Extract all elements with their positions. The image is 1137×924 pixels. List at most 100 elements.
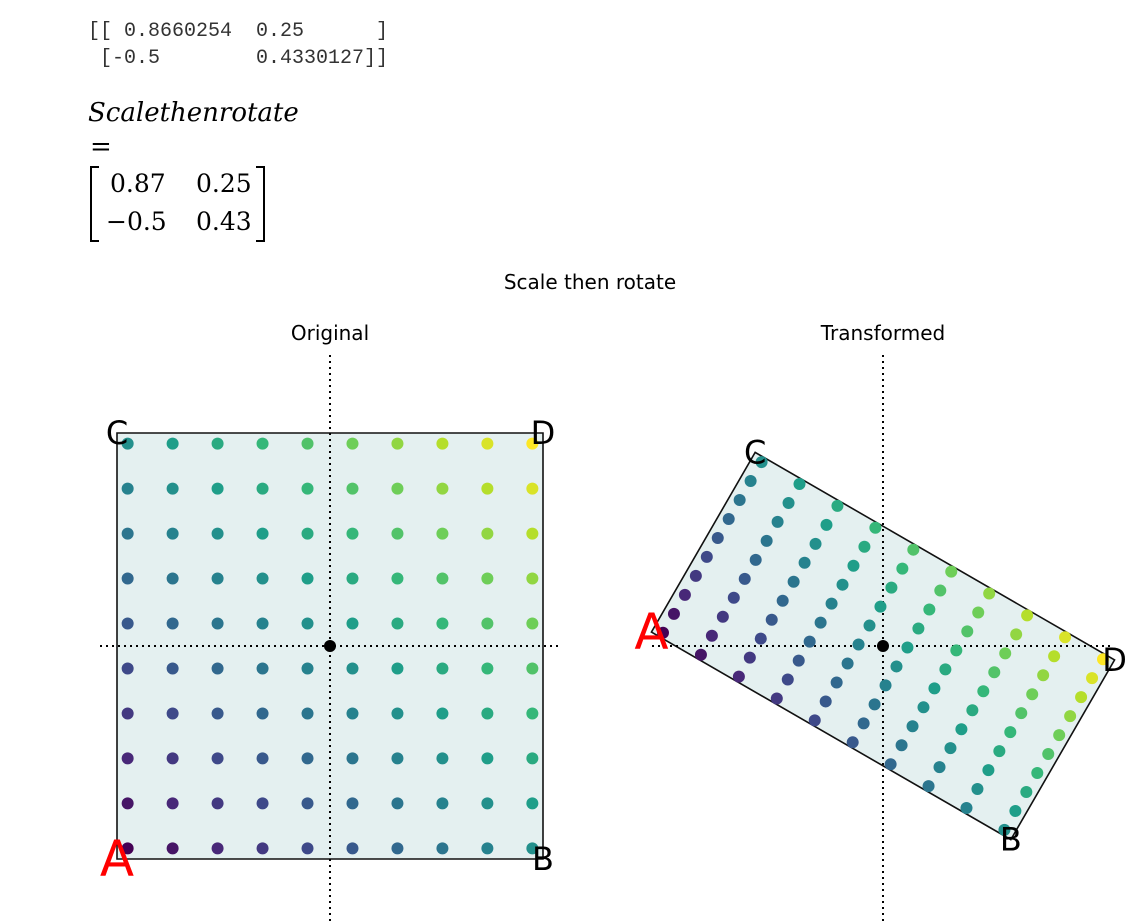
grid-point: [1064, 710, 1077, 723]
transformed-subplot: Transformed A B C D: [634, 321, 1127, 924]
grid-point: [743, 651, 756, 664]
grid-point: [166, 482, 179, 495]
grid-point: [836, 578, 849, 591]
grid-point: [166, 617, 179, 630]
grid-point: [436, 797, 449, 810]
grid-point: [977, 685, 990, 698]
grid-point: [901, 641, 914, 654]
matrix-right-bracket: [256, 166, 265, 242]
grid-point: [1053, 729, 1066, 742]
grid-point: [526, 527, 539, 540]
grid-point: [481, 527, 494, 540]
grid-point: [782, 496, 795, 509]
grid-point: [301, 437, 314, 450]
grid-point: [895, 739, 908, 752]
grid-point: [301, 482, 314, 495]
grid-point: [436, 572, 449, 585]
grid-point: [166, 572, 179, 585]
printed-matrix-output: [[ 0.8660254 0.25 ] [-0.5 0.4330127]]: [88, 18, 388, 72]
grid-point: [971, 783, 984, 796]
grid-point: [166, 437, 179, 450]
grid-point: [884, 758, 897, 771]
grid-point: [830, 676, 843, 689]
subplot-title: Original: [291, 321, 369, 345]
matrix-cell-r1c1: 0.87: [110, 169, 166, 198]
grid-point: [346, 437, 359, 450]
grid-point: [982, 764, 995, 777]
grid-point: [771, 515, 784, 528]
grid-point: [301, 752, 314, 765]
grid-point: [391, 707, 404, 720]
grid-point: [346, 797, 359, 810]
grid-point: [885, 581, 898, 594]
grid-point: [820, 518, 833, 531]
grid-point: [657, 626, 669, 639]
origin-point: [877, 640, 889, 652]
grid-point: [121, 842, 134, 855]
grid-point: [998, 823, 1011, 836]
grid-point: [121, 482, 134, 495]
grid-point: [733, 494, 746, 507]
grid-point: [841, 657, 854, 670]
grid-point: [301, 707, 314, 720]
grid-point: [1004, 726, 1017, 739]
grid-point: [808, 714, 821, 727]
math-title: Scalethenrotate: [88, 98, 299, 128]
matrix-cell-r2c2: 0.43: [196, 207, 252, 236]
grid-point: [256, 617, 269, 630]
grid-point: [346, 707, 359, 720]
grid-point: [436, 527, 449, 540]
original-subplot: Original A B C D: [100, 321, 560, 924]
grid-point: [863, 619, 876, 632]
grid-point: [436, 662, 449, 675]
grid-point: [436, 752, 449, 765]
grid-point: [1021, 609, 1034, 622]
grid-point: [301, 572, 314, 585]
grid-point: [972, 606, 985, 619]
grid-point: [256, 527, 269, 540]
grid-point: [793, 477, 806, 490]
figure-suptitle: Scale then rotate: [504, 270, 676, 294]
grid-point: [1015, 707, 1028, 720]
printed-matrix-row-2: [-0.5 0.4330127]]: [88, 47, 389, 70]
grid-point: [256, 662, 269, 675]
grid-point: [1037, 669, 1050, 682]
grid-point: [716, 610, 729, 623]
corner-label-d: D: [1102, 641, 1127, 679]
grid-point: [945, 565, 958, 578]
grid-point: [436, 707, 449, 720]
grid-point: [166, 662, 179, 675]
grid-point: [792, 654, 805, 667]
grid-point: [526, 842, 539, 855]
grid-point: [481, 482, 494, 495]
grid-point: [256, 707, 269, 720]
grid-point: [526, 752, 539, 765]
grid-point: [346, 572, 359, 585]
grid-point: [1059, 631, 1072, 644]
corner-label-d: D: [531, 414, 556, 452]
grid-point: [928, 682, 941, 695]
grid-point: [770, 692, 783, 705]
grid-point: [749, 553, 762, 566]
grid-point: [391, 662, 404, 675]
grid-point: [346, 617, 359, 630]
grid-point: [301, 797, 314, 810]
grid-point: [798, 556, 811, 569]
grid-point: [678, 588, 691, 601]
grid-point: [754, 632, 767, 645]
grid-point: [121, 662, 134, 675]
grid-point: [689, 569, 702, 582]
grid-point: [526, 437, 539, 450]
grid-point: [1009, 804, 1022, 817]
grid-point: [879, 679, 892, 692]
grid-point: [705, 629, 718, 642]
grid-point: [907, 543, 920, 556]
grid-point: [301, 617, 314, 630]
grid-point: [121, 707, 134, 720]
matrix-cell-r1c2: 0.25: [196, 169, 252, 198]
grid-point: [391, 842, 404, 855]
grid-point: [391, 527, 404, 540]
grid-point: [765, 613, 778, 626]
grid-point: [211, 482, 224, 495]
grid-point: [852, 638, 865, 651]
